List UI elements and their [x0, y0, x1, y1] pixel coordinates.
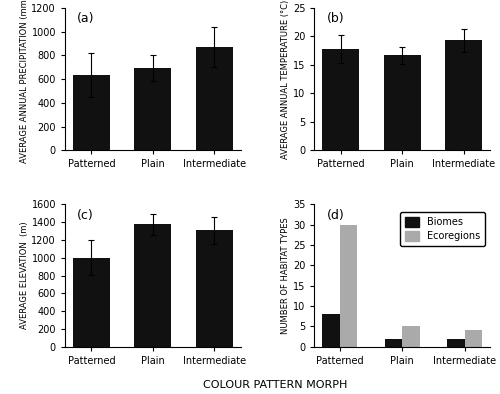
Bar	[445, 40, 482, 150]
Bar	[340, 225, 357, 347]
Bar	[322, 314, 340, 347]
Text: COLOUR PATTERN MORPH: COLOUR PATTERN MORPH	[203, 380, 347, 390]
Text: (d): (d)	[326, 208, 344, 221]
Bar	[402, 326, 419, 347]
Y-axis label: AVERAGE ELEVATION  (m): AVERAGE ELEVATION (m)	[20, 222, 28, 329]
Bar	[73, 75, 110, 150]
Y-axis label: NUMBER OF HABITAT TYPES: NUMBER OF HABITAT TYPES	[281, 217, 290, 334]
Bar	[134, 224, 171, 347]
Bar	[447, 338, 464, 347]
Bar	[464, 331, 482, 347]
Legend: Biomes, Ecoregions: Biomes, Ecoregions	[400, 212, 485, 246]
Bar	[196, 230, 232, 347]
Bar	[384, 338, 402, 347]
Y-axis label: AVERAGE ANNUAL PRECIPITATION (mm): AVERAGE ANNUAL PRECIPITATION (mm)	[20, 0, 28, 163]
Text: (a): (a)	[78, 12, 95, 25]
Bar	[134, 69, 171, 150]
Bar	[73, 258, 110, 347]
Text: (c): (c)	[78, 208, 94, 221]
Bar	[196, 47, 232, 150]
Text: (b): (b)	[326, 12, 344, 25]
Y-axis label: AVERAGE ANNUAL TEMPERATURE (°C): AVERAGE ANNUAL TEMPERATURE (°C)	[281, 0, 290, 159]
Bar	[322, 49, 359, 150]
Bar	[384, 55, 420, 150]
